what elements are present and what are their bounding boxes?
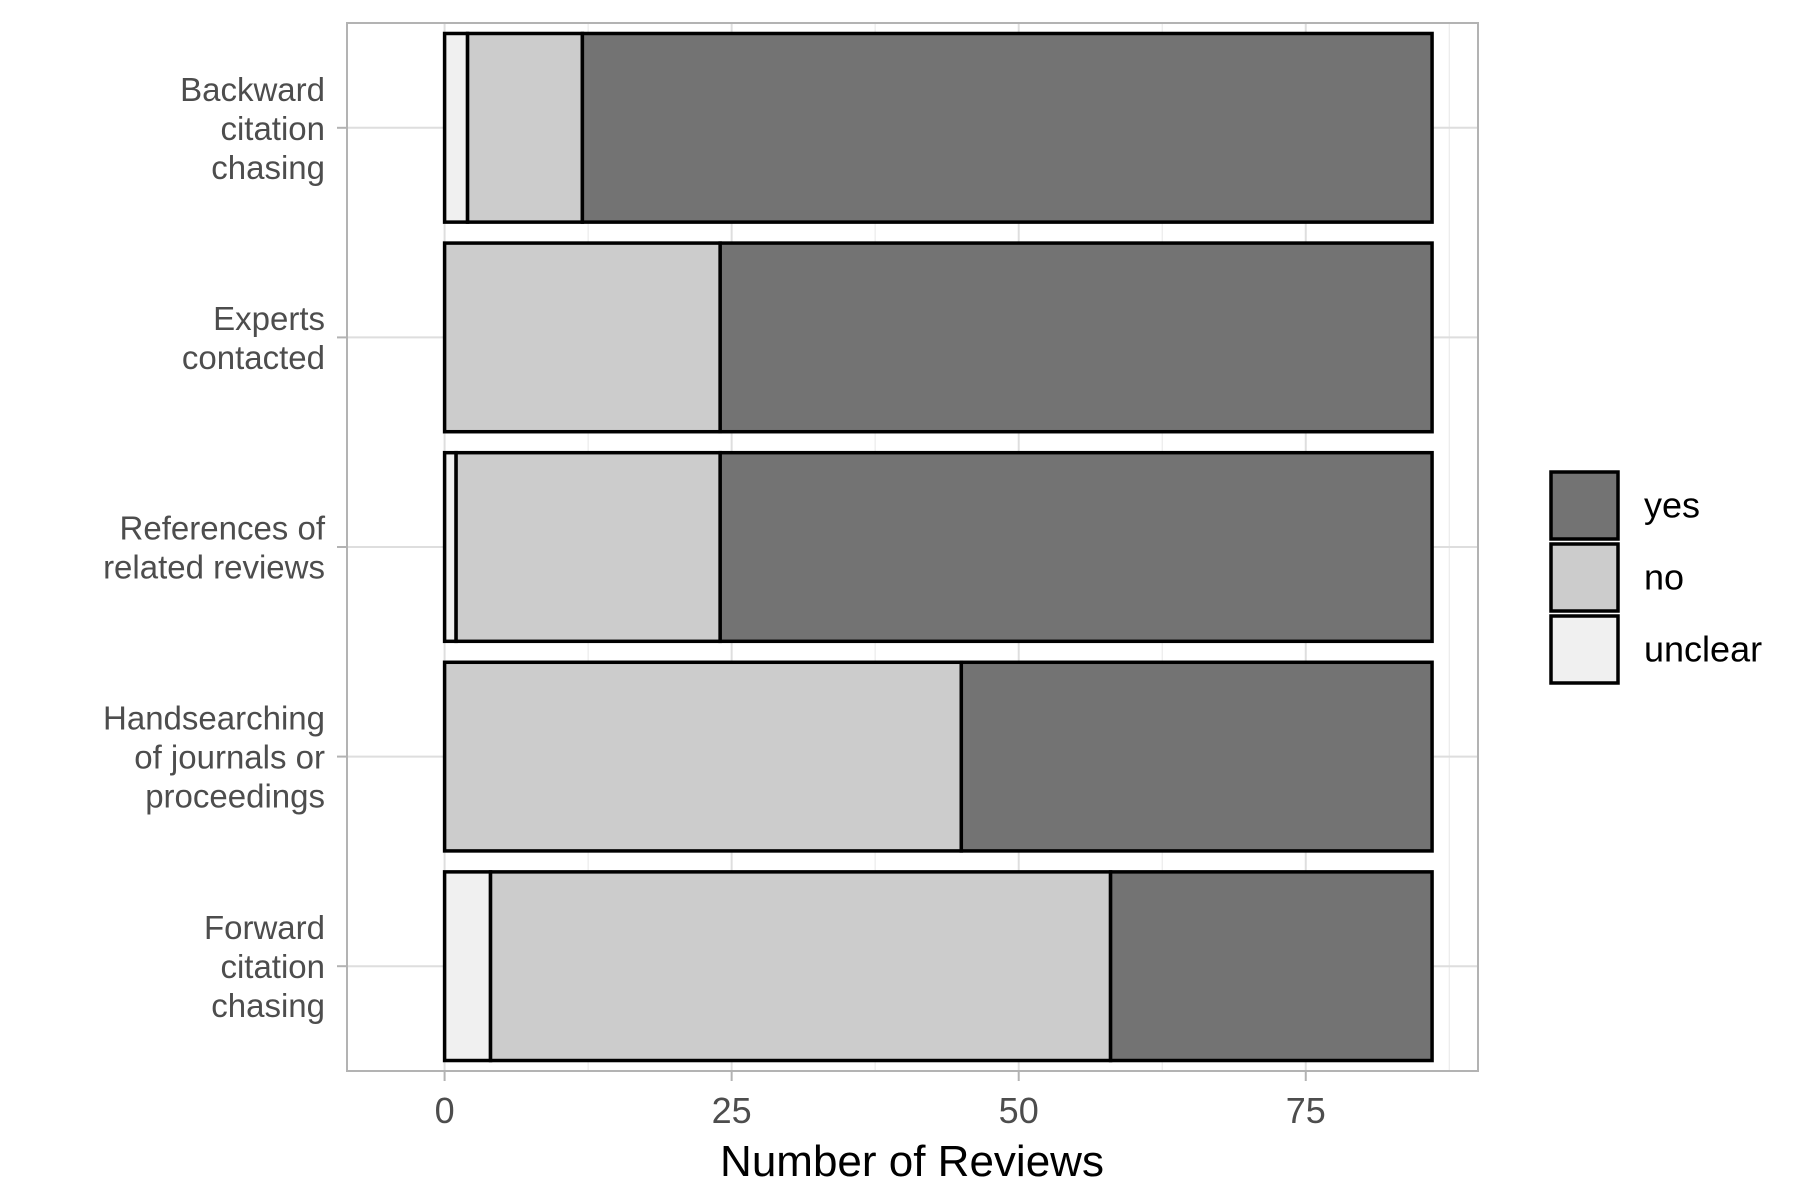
y-category-label-line: Backward [180,71,325,108]
y-category-label-line: chasing [211,149,325,186]
y-category-label-line: Handsearching [103,700,325,737]
y-category-label-line: of journals or [134,739,325,776]
y-category-label: References of related reviews [103,510,326,586]
bar-segment-yes [580,31,1434,224]
y-category-label-line: related reviews [103,549,325,586]
bar-segment-no [488,870,1113,1063]
bar-group [442,31,1434,224]
legend-key-unclear [1549,614,1620,685]
y-category-label-line: citation [220,948,325,985]
legend-label-yes: yes [1644,485,1700,526]
bar-group [442,241,1434,434]
bar-segment-no [442,241,722,434]
bar-segment-yes [959,660,1434,853]
y-category-label-line: Forward [204,909,325,946]
y-category-label: Handsearching of journals or proceedings [103,700,325,815]
y-category-label-line: Experts [213,300,325,337]
x-tick-label: 25 [712,1090,752,1131]
bar-segment-yes [718,241,1434,434]
y-category-label-line: proceedings [145,778,325,815]
bar-group [442,450,1434,644]
y-category-label-line: contacted [182,339,325,376]
x-tick-label: 0 [435,1090,455,1131]
x-tick-label: 50 [999,1090,1039,1131]
bar-segment-no [442,660,964,853]
bar-segment-yes [1108,870,1434,1063]
bar-segment-yes [718,450,1434,644]
bar-group [442,870,1434,1063]
bar-segment-no [465,31,585,224]
bars [442,31,1434,1063]
x-tick-label: 75 [1286,1090,1326,1131]
y-category-label: Backward citation chasing [180,71,325,186]
y-category-label-line: chasing [211,987,325,1024]
bar-segment-no [454,450,722,644]
x-axis: 0 25 50 75 [435,1071,1326,1131]
x-axis-title: Number of Reviews [720,1137,1104,1186]
bar-segment-unclear [442,31,470,224]
legend: yes no unclear [1549,470,1762,685]
y-category-label-line: citation [220,110,325,147]
y-category-label-line: References of [120,510,326,547]
bar-segment-unclear [442,870,493,1063]
bar-group [442,660,1434,853]
y-category-label: Experts contacted [182,300,325,376]
legend-key-yes [1549,470,1620,541]
legend-key-no [1549,542,1620,613]
legend-label-unclear: unclear [1644,629,1762,670]
legend-label-no: no [1644,557,1684,598]
y-category-label: Forward citation chasing [204,909,325,1024]
